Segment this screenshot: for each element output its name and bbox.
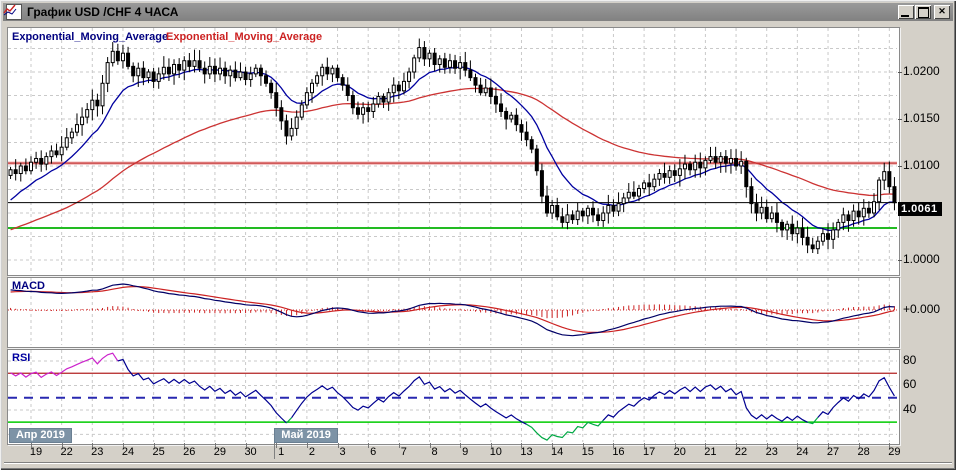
date-tick [368,443,370,448]
date-tick [245,443,247,448]
date-label: 24 [796,446,809,458]
date-label: 17 [642,446,656,458]
date-tick [521,443,523,448]
date-label: 2 [308,446,315,458]
chart-icon [3,4,22,20]
maximize-icon [918,7,929,18]
date-tick [613,443,615,448]
rsi-tick-label: 80 [903,353,917,367]
date-label: 9 [462,446,469,458]
date-label: 10 [489,446,502,458]
date-label: 22 [734,446,748,458]
date-tick [153,443,155,448]
price-chart-panel[interactable]: Exponential_Moving_Average Exponential_M… [7,27,900,276]
bottom-divider [4,462,952,463]
ema-slow-label: Exponential_Moving_Average [166,31,323,43]
date-label: 22 [60,446,73,458]
date-label: 8 [431,446,438,458]
rsi-panel[interactable]: RSI [7,349,900,445]
date-tick [30,443,32,448]
date-tick [705,443,707,448]
rsi-tick-label: 60 [903,377,917,392]
date-tick [766,443,768,448]
month-badge: Май 2019 [274,428,338,443]
date-label: 3 [339,446,346,458]
date-label: 19 [29,446,43,458]
date-tick [429,443,431,448]
date-label: 6 [370,446,377,458]
date-tick [337,443,339,448]
macd-panel[interactable]: MACD [7,277,900,348]
close-icon: ✕ [938,6,946,16]
date-tick [214,443,216,448]
date-label: 15 [581,446,594,458]
rsi-canvas[interactable] [8,350,897,442]
date-label: 7 [400,446,407,458]
date-tick [92,443,94,448]
window-title: График USD /CHF 4 ЧАСА [27,5,179,19]
minimize-icon [901,15,909,17]
date-label: 26 [183,446,196,458]
date-label: 24 [121,446,135,458]
date-label: 29 [213,446,227,458]
date-tick [276,443,278,448]
macd-canvas[interactable] [8,278,897,345]
price-tick-label: 1.0200 [903,64,940,78]
month-badge: Апр 2019 [9,428,72,443]
date-tick [490,443,492,448]
maximize-button[interactable] [915,5,931,19]
date-tick [460,443,462,448]
date-label: 23 [91,446,104,458]
date-tick [736,443,738,448]
date-label: 1 [278,446,285,458]
date-tick [674,443,676,448]
current-price-badge: 1.0061 [898,201,942,216]
month-separator [274,443,276,459]
ema-fast-label: Exponential_Moving_Average [12,31,169,43]
date-label: 28 [857,446,870,458]
macd-label: MACD [12,280,45,292]
date-label: 25 [152,446,165,458]
date-tick [644,443,646,448]
price-tick-label: 1.0000 [903,252,940,266]
date-label: 14 [551,446,564,458]
date-label: 13 [520,446,533,458]
rsi-tick-label: 40 [903,401,917,416]
date-tick [122,443,124,448]
date-tick [797,443,799,448]
date-label: 23 [765,446,778,458]
date-label: 21 [704,446,717,458]
date-tick [61,443,63,448]
date-label: 30 [244,446,257,458]
date-tick [306,443,308,448]
date-label: 16 [612,446,625,458]
date-label: 29 [888,446,901,458]
close-button[interactable]: ✕ [934,5,950,19]
date-tick [398,443,400,448]
price-tick-label: 1.0100 [903,158,940,172]
title-bar[interactable]: График USD /CHF 4 ЧАСА ✕ [3,3,953,21]
minimize-button[interactable] [898,5,914,19]
price-tick-label: 1.0150 [903,111,940,125]
macd-axis-label: +0.000 [903,302,941,316]
date-tick [582,443,584,448]
date-tick [858,443,860,448]
rsi-label: RSI [12,352,31,364]
date-tick [552,443,554,448]
bottom-divider-highlight [4,463,952,464]
date-tick [184,443,186,448]
date-label: 27 [826,446,840,458]
date-tick [828,443,830,448]
date-tick [889,443,891,448]
date-label: 20 [673,446,686,458]
price-chart-canvas[interactable] [8,28,897,273]
